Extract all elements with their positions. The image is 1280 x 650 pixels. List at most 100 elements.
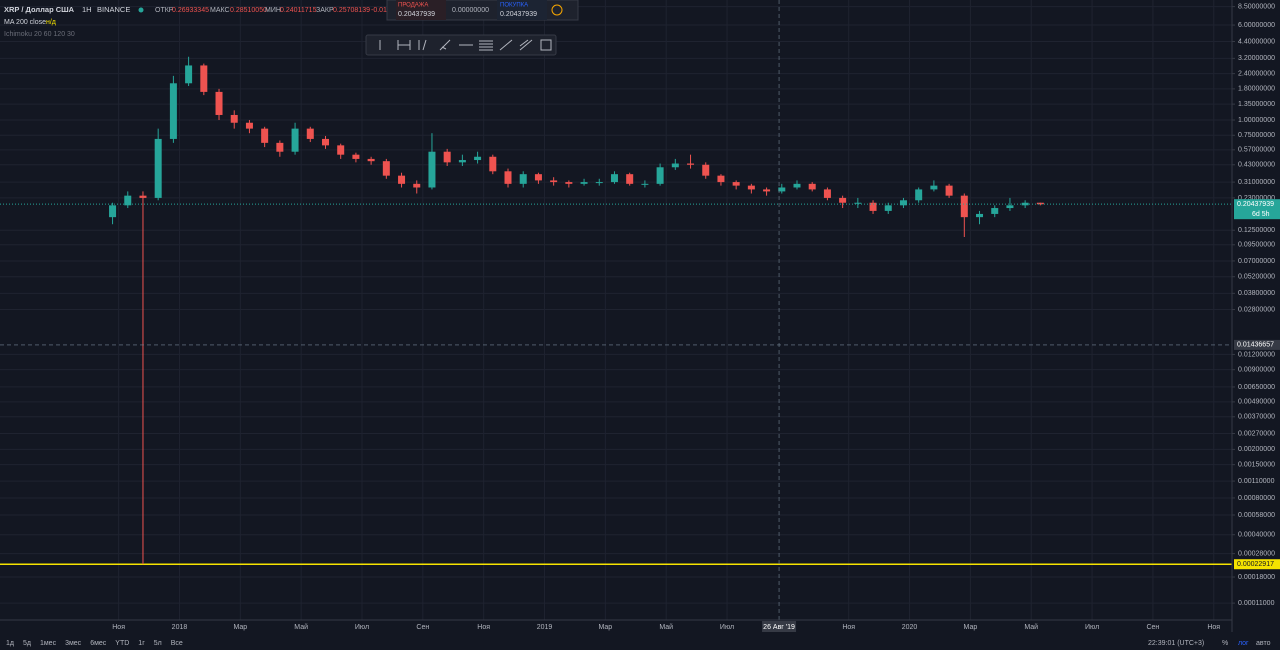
y-tick-label: 0.00370000 <box>1238 414 1275 421</box>
sell-price: 0.20437939 <box>398 11 435 18</box>
tool-icon[interactable] <box>540 39 552 51</box>
auto-toggle[interactable]: авто <box>1256 640 1271 647</box>
tool-icon[interactable] <box>479 40 493 51</box>
sell-label: ПРОДАЖА <box>398 3 428 9</box>
x-tick-label: Ноя <box>112 624 125 631</box>
price-label: 0.00022917 <box>1237 561 1274 568</box>
symbol: XRP / Доллар США <box>4 5 75 14</box>
ohlc-label: МАКС <box>210 7 230 14</box>
candle-body <box>915 189 923 201</box>
candle-body <box>626 174 634 184</box>
price-axis <box>1232 0 1280 632</box>
ohlc-label: ЗАКР <box>316 7 334 14</box>
ma-label[interactable]: MA 200 close <box>4 19 46 26</box>
price-label-bg <box>1234 199 1280 220</box>
candle-body <box>793 183 801 188</box>
candle-body <box>276 142 284 152</box>
y-tick-label: 2.40000000 <box>1238 70 1275 77</box>
tool-icon[interactable] <box>499 39 513 51</box>
candle-body <box>671 163 679 168</box>
candle-body <box>261 128 269 143</box>
range-button[interactable]: 5д <box>23 640 31 647</box>
range-button[interactable]: 3мес <box>65 640 82 647</box>
y-tick-label: 0.43000000 <box>1238 162 1275 169</box>
candle-body <box>839 197 847 203</box>
y-tick-label: 0.57000000 <box>1238 147 1275 154</box>
candle-body <box>215 91 223 115</box>
ohlc-label: МИН <box>265 7 281 14</box>
candle-body <box>808 183 816 190</box>
candle-body <box>854 202 862 204</box>
y-tick-label: 0.00270000 <box>1238 430 1275 437</box>
y-tick-label: 1.80000000 <box>1238 86 1275 93</box>
candle-body <box>1006 205 1014 209</box>
candle-body <box>1021 202 1029 206</box>
y-tick-label: 0.00028000 <box>1238 550 1275 557</box>
candle-body <box>474 156 482 161</box>
sell-button[interactable] <box>396 0 446 20</box>
log-toggle[interactable]: лог <box>1238 640 1249 647</box>
y-tick-label: 0.01200000 <box>1238 351 1275 358</box>
candle-body <box>154 138 162 198</box>
buy-label: ПОКУПКА <box>500 3 528 9</box>
x-tick-label: Июл <box>1085 624 1099 631</box>
plot <box>0 0 1232 620</box>
buy-button[interactable] <box>497 0 547 20</box>
range-button[interactable]: 1мес <box>40 640 57 647</box>
range-button[interactable]: 1д <box>6 640 14 647</box>
candle-body <box>337 145 345 155</box>
price-label-bg <box>1234 559 1280 570</box>
candle-body <box>413 183 421 188</box>
y-tick-label: 0.05200000 <box>1238 274 1275 281</box>
ohlc-value: 0.24011715 <box>280 7 317 14</box>
status-dot <box>138 7 144 13</box>
candle-body <box>291 128 299 152</box>
candle-body <box>778 187 786 192</box>
tool-icon[interactable] <box>439 39 451 51</box>
candle-body <box>382 161 390 176</box>
ma-value: н/д <box>46 19 56 26</box>
candle-body <box>443 151 451 163</box>
price-label: 0.20437939 <box>1237 201 1274 208</box>
range-button[interactable]: Все <box>171 640 183 647</box>
y-tick-label: 0.00110000 <box>1238 478 1275 485</box>
percent-toggle[interactable]: % <box>1222 640 1228 647</box>
candle-body <box>717 175 725 183</box>
candle-body <box>976 213 984 218</box>
range-button[interactable]: YTD <box>115 640 129 647</box>
y-tick-label: 0.03800000 <box>1238 290 1275 297</box>
candle-body <box>641 183 649 185</box>
candle-body <box>565 182 573 184</box>
y-tick-label: 0.00040000 <box>1238 532 1275 539</box>
ohlc-change: -0.01 <box>371 7 387 14</box>
range-button[interactable]: 1г <box>138 640 145 647</box>
axes: 8.50000000 6.00000000 4.40000000 3.20000000… <box>112 3 1280 632</box>
range-button[interactable]: 5л <box>154 640 162 647</box>
candle-body <box>504 171 512 184</box>
crosshair-y-label: 0.01436657 <box>1237 342 1274 349</box>
tool-icon[interactable] <box>418 39 427 51</box>
y-tick-label: 0.00650000 <box>1238 384 1275 391</box>
bottom-toolbar: 1д 5д 1мес 3мес 6мес YTD 1г 5л Все <box>6 640 183 647</box>
x-tick-label: Ноя <box>842 624 855 631</box>
range-button[interactable]: 6мес <box>90 640 107 647</box>
y-tick-label: 0.00080000 <box>1238 495 1275 502</box>
interval[interactable]: 1Н <box>82 5 92 14</box>
y-tick-label: 0.00018000 <box>1238 574 1275 581</box>
exchange: BINANCE <box>97 5 130 14</box>
ichimoku-label[interactable]: Ichimoku 20 60 120 30 <box>4 31 75 38</box>
y-tick-label: 0.75000000 <box>1238 132 1275 139</box>
info-icon[interactable] <box>551 4 563 16</box>
y-tick-label: 0.07000000 <box>1238 258 1275 265</box>
countdown: 6d 5h <box>1252 211 1270 218</box>
candle-body <box>109 205 117 218</box>
candle-body <box>550 180 558 183</box>
candle-body <box>169 83 177 139</box>
tool-icon[interactable] <box>397 40 411 50</box>
candle-body <box>656 167 664 184</box>
tool-icon[interactable] <box>519 39 533 51</box>
candle-body <box>489 156 497 172</box>
